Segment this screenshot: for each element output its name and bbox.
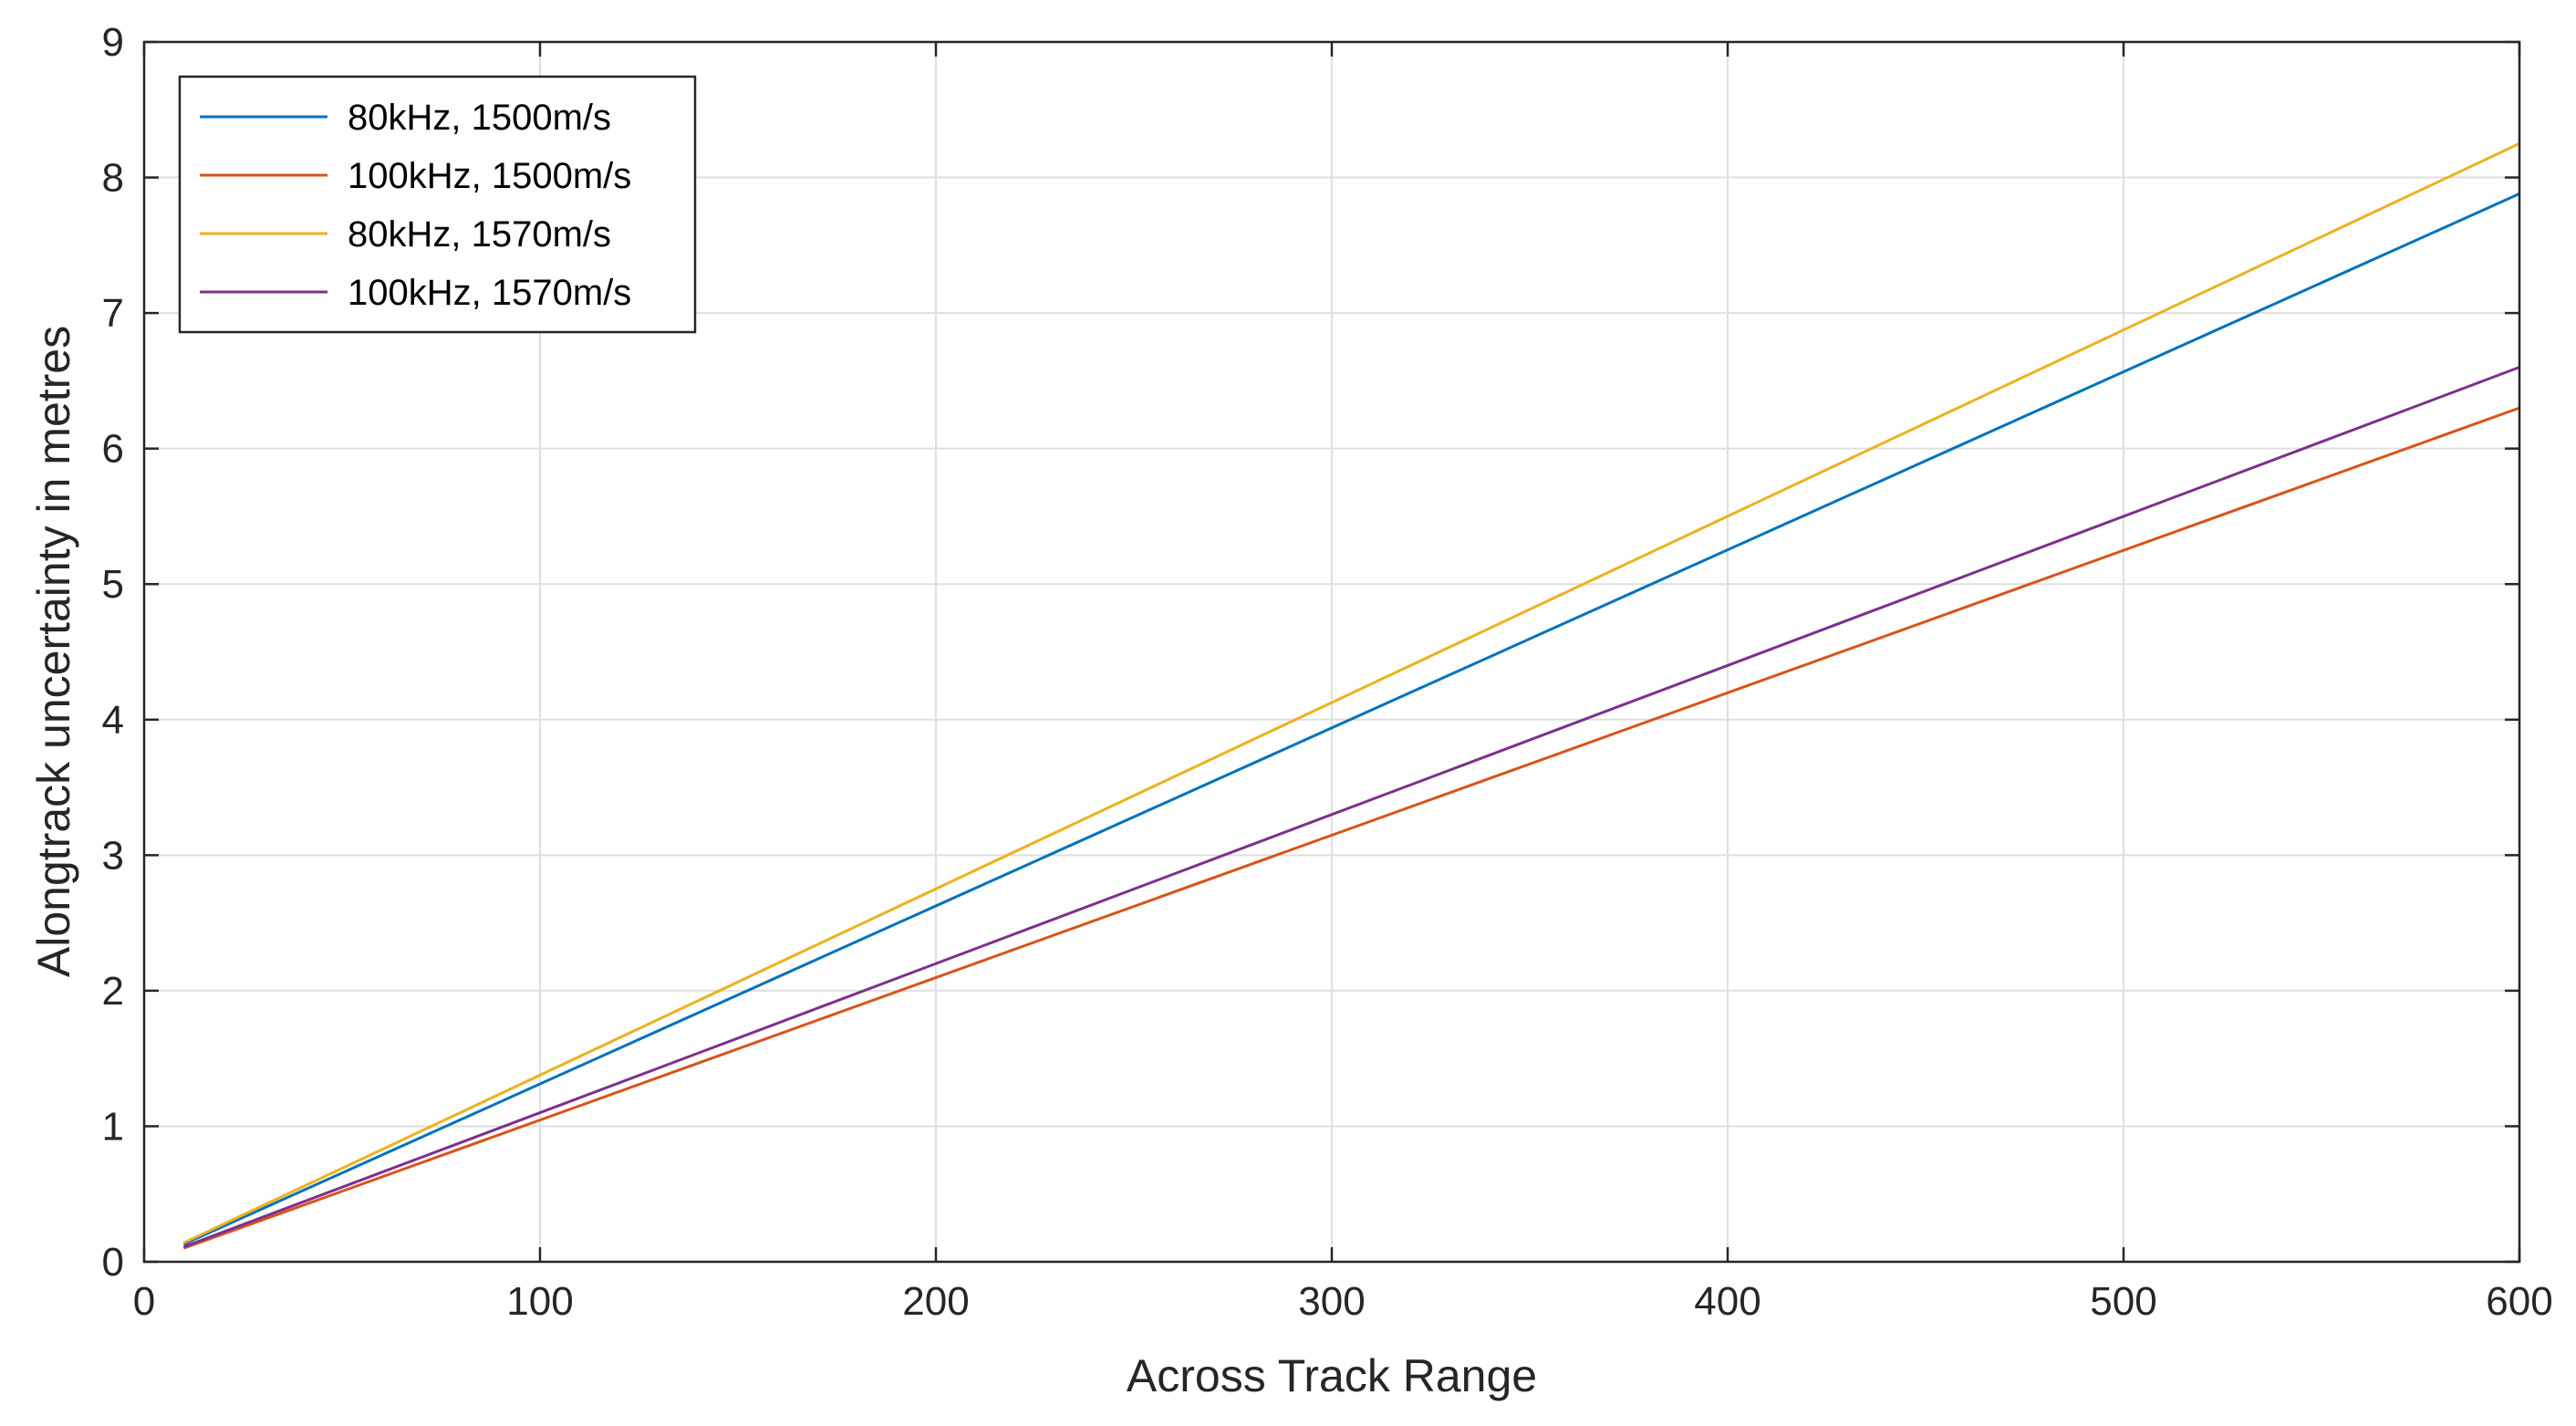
x-tick-label-4: 400 — [1694, 1279, 1761, 1324]
y-tick-label-0: 0 — [102, 1240, 124, 1285]
y-axis-label: Alongtrack uncertainty in metres — [28, 326, 79, 977]
legend-label-1: 100kHz, 1500m/s — [348, 156, 631, 196]
y-tick-label-7: 7 — [102, 291, 124, 336]
y-tick-label-1: 1 — [102, 1104, 124, 1149]
legend-label-0: 80kHz, 1500m/s — [348, 98, 611, 138]
legend: 80kHz, 1500m/s 100kHz, 1500m/s 80kHz, 1570… — [178, 75, 697, 334]
series-line-2 — [182, 142, 2520, 1244]
y-tick-label-4: 4 — [102, 698, 124, 743]
grid — [144, 42, 2519, 1262]
x-tick-label-5: 500 — [2090, 1279, 2156, 1324]
y-tick-label-3: 3 — [102, 833, 124, 878]
x-tick-label-2: 200 — [902, 1279, 969, 1324]
x-tick-label-6: 600 — [2486, 1279, 2552, 1324]
series-line-0 — [182, 193, 2520, 1246]
y-tick-label-9: 9 — [102, 20, 124, 65]
tick-labels: 0 100 200 300 400 500 600 0 1 2 3 4 5 6 7 8 9 — [102, 20, 2553, 1324]
x-tick-label-3: 300 — [1298, 1279, 1365, 1324]
series-line-3 — [182, 366, 2520, 1249]
legend-label-2: 80kHz, 1570m/s — [348, 214, 611, 255]
series-line-1 — [182, 406, 2520, 1250]
axes-frame — [142, 40, 2521, 1264]
y-tick-label-6: 6 — [102, 427, 124, 472]
y-tick-label-2: 2 — [102, 969, 124, 1014]
legend-box — [178, 75, 697, 334]
legend-label-3: 100kHz, 1570m/s — [348, 273, 631, 313]
x-tick-label-0: 0 — [133, 1279, 155, 1324]
x-tick-label-1: 100 — [506, 1279, 573, 1324]
y-tick-label-5: 5 — [102, 562, 124, 607]
series-lines — [182, 142, 2520, 1250]
y-tick-label-8: 8 — [102, 156, 124, 201]
x-axis-label: Across Track Range — [1127, 1350, 1537, 1401]
